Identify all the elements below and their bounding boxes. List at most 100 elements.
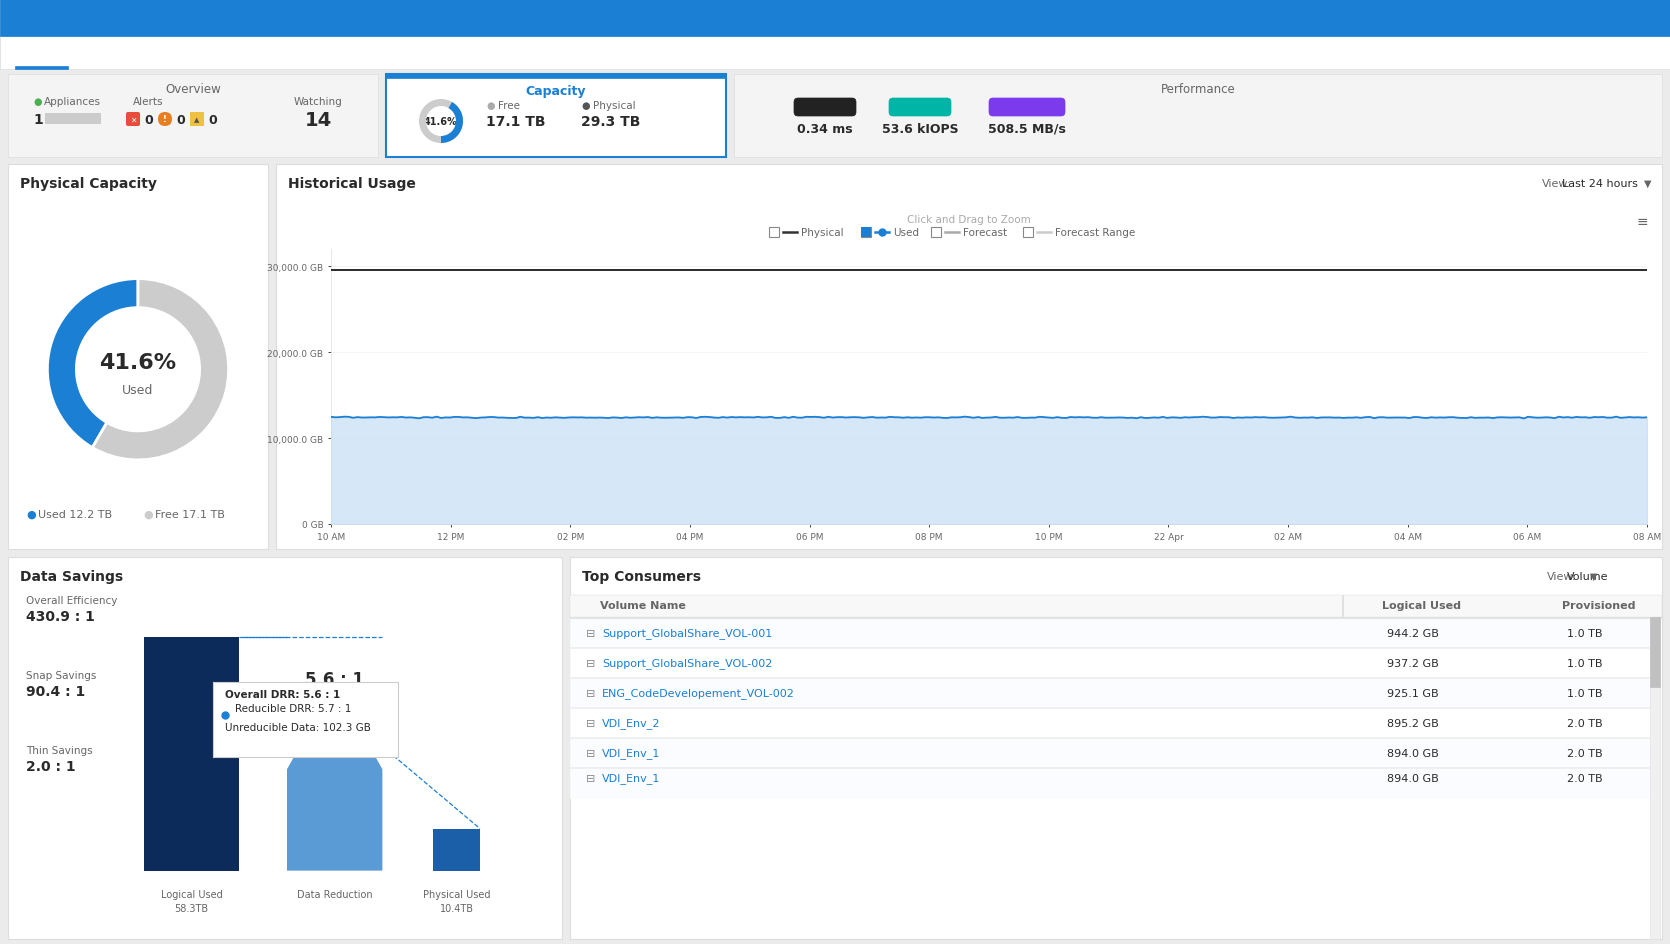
FancyBboxPatch shape [793,99,857,117]
Text: ▼: ▼ [1643,178,1652,189]
Text: 41.6%: 41.6% [100,353,177,373]
FancyBboxPatch shape [735,75,1662,158]
Text: Bandwidth: Bandwidth [997,103,1057,113]
Text: View:: View: [1541,178,1571,189]
Text: Compute: Compute [149,48,199,58]
FancyBboxPatch shape [45,114,100,124]
Text: Free: Free [498,101,519,110]
Text: Data Savings: Data Savings [20,569,124,583]
Text: ●: ● [486,101,494,110]
Text: PowerStore: PowerStore [15,10,125,28]
FancyBboxPatch shape [569,649,1650,679]
Text: 5.6 : 1: 5.6 : 1 [306,670,364,688]
Text: ⊟: ⊟ [586,773,596,784]
Text: Forecast: Forecast [964,228,1007,238]
Text: ⊟: ⊟ [586,749,596,758]
Text: 29.3 TB: 29.3 TB [581,115,640,129]
Text: ⊟: ⊟ [586,718,596,728]
Text: Overall Efficiency: Overall Efficiency [27,596,117,605]
Text: Performance: Performance [1161,83,1236,96]
Text: 17.1 TB: 17.1 TB [486,115,546,129]
Text: 0: 0 [175,114,185,126]
Text: Migration: Migration [347,48,401,58]
Text: ●: ● [27,510,35,519]
Text: ⊟: ⊟ [586,688,596,699]
Text: 2.0 TB: 2.0 TB [1566,773,1603,784]
Text: Storage: Storage [219,48,262,58]
Text: Monitoring: Monitoring [82,48,142,58]
Text: 0: 0 [144,114,152,126]
FancyBboxPatch shape [930,228,940,238]
Text: 944.2 GB: 944.2 GB [1388,629,1440,638]
Text: Historical Usage: Historical Usage [287,177,416,191]
Text: Used: Used [893,228,919,238]
Text: Click and Drag to Zoom: Click and Drag to Zoom [907,215,1030,225]
FancyBboxPatch shape [569,738,1650,768]
FancyBboxPatch shape [125,113,140,126]
Text: ●: ● [144,510,152,519]
Text: Hardware: Hardware [418,48,471,58]
Text: Volume Name: Volume Name [600,600,686,611]
Text: 508.5 MB/s: 508.5 MB/s [989,123,1065,136]
Text: Settings: Settings [1622,48,1668,58]
Text: ▼: ▼ [1590,571,1598,582]
Text: View:: View: [1546,571,1576,582]
Text: VDI_Env_2: VDI_Env_2 [601,717,661,729]
Text: ⊟: ⊟ [586,658,596,668]
Text: ○: ○ [1655,14,1665,24]
Text: Support_GlobalShare_VOL-001: Support_GlobalShare_VOL-001 [601,628,772,639]
Text: VDI_Env_1: VDI_Env_1 [601,748,660,759]
Text: Top Consumers: Top Consumers [583,569,701,583]
Text: ≡: ≡ [1637,215,1648,228]
Text: Appliances: Appliances [43,97,100,107]
Text: 0.34 ms: 0.34 ms [797,123,853,136]
FancyBboxPatch shape [569,648,1650,649]
Text: Logical Used: Logical Used [160,889,222,900]
FancyBboxPatch shape [0,0,1670,37]
Text: Forecast Range: Forecast Range [1055,228,1136,238]
Wedge shape [419,100,463,143]
Text: 1.0 TB: 1.0 TB [1566,688,1603,699]
Text: Thin Savings: Thin Savings [27,745,92,755]
FancyBboxPatch shape [15,67,68,70]
FancyBboxPatch shape [8,75,1662,158]
Text: ▲: ▲ [194,117,200,123]
Text: ○: ○ [1617,14,1625,24]
Text: Watching: Watching [294,97,342,107]
Text: ✕: ✕ [130,115,137,125]
FancyBboxPatch shape [989,99,1065,117]
Text: 895.2 GB: 895.2 GB [1388,718,1440,728]
FancyBboxPatch shape [569,557,1662,939]
FancyBboxPatch shape [569,677,1650,679]
Text: Reducible DRR: 5.7 : 1: Reducible DRR: 5.7 : 1 [235,703,351,714]
FancyBboxPatch shape [8,557,563,939]
FancyBboxPatch shape [888,99,950,117]
FancyBboxPatch shape [569,768,1650,799]
Text: Snap Savings: Snap Savings [27,670,97,681]
FancyBboxPatch shape [0,37,1670,70]
FancyBboxPatch shape [569,708,1650,738]
Text: Data Reduction: Data Reduction [297,889,372,900]
FancyBboxPatch shape [8,75,377,158]
Text: 58.3TB: 58.3TB [175,903,209,914]
Text: ●: ● [33,97,42,107]
FancyBboxPatch shape [386,75,726,79]
Bar [433,829,479,870]
Text: Logical Used: Logical Used [1383,600,1461,611]
Text: Protection: Protection [281,48,336,58]
FancyBboxPatch shape [1650,617,1660,687]
Text: 41.6%: 41.6% [424,117,458,126]
Text: 10.4TB: 10.4TB [439,903,474,914]
Wedge shape [92,279,229,461]
Bar [144,637,239,870]
FancyBboxPatch shape [8,165,267,549]
FancyBboxPatch shape [569,596,1662,617]
Text: Provisioned: Provisioned [1561,600,1635,611]
Text: 925.1 GB: 925.1 GB [1388,688,1438,699]
Text: 937.2 GB: 937.2 GB [1388,658,1440,668]
FancyBboxPatch shape [768,228,778,238]
Text: VDI_Env_1: VDI_Env_1 [601,773,660,784]
Text: 90.4 : 1: 90.4 : 1 [27,684,85,699]
FancyBboxPatch shape [569,617,1662,618]
Text: Used 12.2 TB: Used 12.2 TB [38,510,112,519]
